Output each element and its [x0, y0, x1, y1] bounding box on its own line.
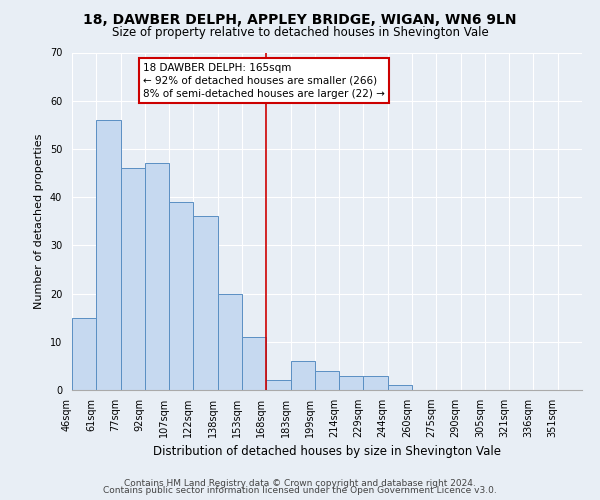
Bar: [96, 120, 121, 390]
X-axis label: Distribution of detached houses by size in Shevington Vale: Distribution of detached houses by size …: [153, 446, 501, 458]
Bar: [145, 164, 169, 390]
Text: 18 DAWBER DELPH: 165sqm
← 92% of detached houses are smaller (266)
8% of semi-de: 18 DAWBER DELPH: 165sqm ← 92% of detache…: [143, 62, 385, 99]
Bar: [242, 337, 266, 390]
Bar: [290, 361, 315, 390]
Bar: [339, 376, 364, 390]
Bar: [169, 202, 193, 390]
Bar: [388, 385, 412, 390]
Bar: [315, 370, 339, 390]
Bar: [72, 318, 96, 390]
Text: Size of property relative to detached houses in Shevington Vale: Size of property relative to detached ho…: [112, 26, 488, 39]
Text: 18, DAWBER DELPH, APPLEY BRIDGE, WIGAN, WN6 9LN: 18, DAWBER DELPH, APPLEY BRIDGE, WIGAN, …: [83, 12, 517, 26]
Y-axis label: Number of detached properties: Number of detached properties: [34, 134, 44, 309]
Text: Contains HM Land Registry data © Crown copyright and database right 2024.: Contains HM Land Registry data © Crown c…: [124, 478, 476, 488]
Text: Contains public sector information licensed under the Open Government Licence v3: Contains public sector information licen…: [103, 486, 497, 495]
Bar: [218, 294, 242, 390]
Bar: [121, 168, 145, 390]
Bar: [266, 380, 290, 390]
Bar: [364, 376, 388, 390]
Bar: [193, 216, 218, 390]
